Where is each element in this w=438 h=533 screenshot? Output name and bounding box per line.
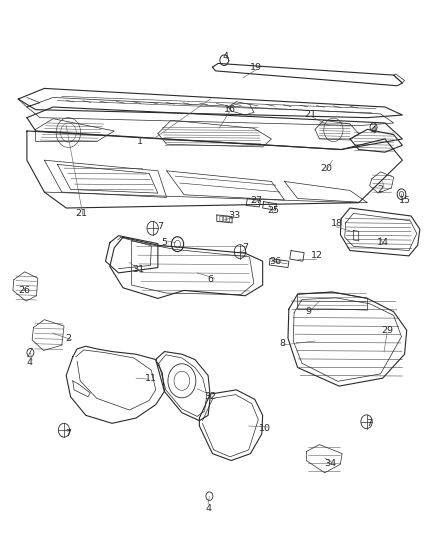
Text: 31: 31 [132,265,144,273]
Text: 33: 33 [228,212,240,221]
Text: 26: 26 [19,286,31,295]
Text: 14: 14 [377,238,389,247]
Text: 7: 7 [65,430,71,439]
Text: 9: 9 [306,307,311,316]
Text: 27: 27 [250,196,262,205]
Text: 21: 21 [305,110,317,119]
Text: 1: 1 [138,137,143,146]
Text: 16: 16 [224,105,236,114]
Text: 4: 4 [223,52,229,61]
Text: 7: 7 [157,222,163,231]
Text: 18: 18 [331,220,343,229]
Text: 6: 6 [207,275,213,284]
Text: 20: 20 [320,164,332,173]
Text: 7: 7 [367,419,373,428]
Text: 11: 11 [145,374,157,383]
Text: 25: 25 [268,206,279,215]
Text: 29: 29 [381,326,393,335]
Text: 4: 4 [371,126,377,135]
Text: 4: 4 [26,358,32,367]
Text: 5: 5 [162,238,167,247]
Text: 12: 12 [311,252,323,260]
Text: 2: 2 [65,334,71,343]
Text: 8: 8 [279,339,285,348]
Text: 2: 2 [378,185,384,194]
Text: 7: 7 [242,244,248,253]
Text: 10: 10 [259,424,271,433]
Text: 15: 15 [399,196,410,205]
Text: 36: 36 [270,257,282,265]
Text: 21: 21 [75,209,88,218]
Text: 34: 34 [324,459,336,467]
Text: 19: 19 [250,63,262,71]
Text: 32: 32 [204,392,216,401]
Text: 4: 4 [205,504,211,513]
